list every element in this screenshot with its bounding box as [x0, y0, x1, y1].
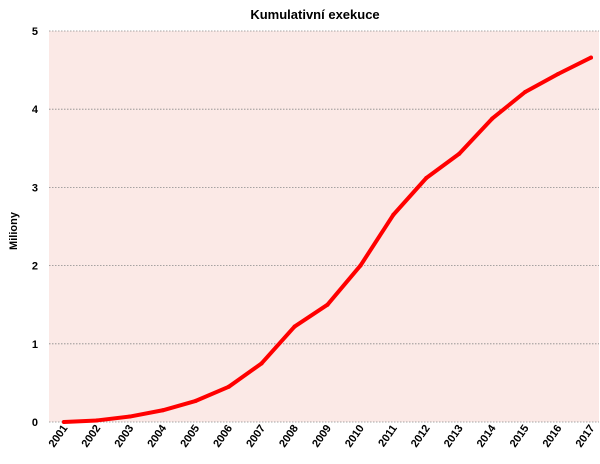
- data-point-2017: [589, 55, 593, 60]
- data-point-2016: [556, 72, 561, 77]
- x-tick-label: 2013: [442, 423, 466, 450]
- data-point-2014: [490, 116, 495, 121]
- data-point-2001: [62, 420, 66, 424]
- data-point-2007: [259, 361, 264, 366]
- x-tick-label: 2005: [178, 423, 202, 450]
- x-tick-label: 2012: [409, 423, 433, 450]
- y-tick-label: 1: [32, 339, 38, 351]
- data-point-2013: [457, 151, 462, 156]
- chart-title: Kumulativní exekuce: [250, 7, 379, 22]
- plot-area: [49, 31, 599, 422]
- data-point-2009: [325, 302, 330, 307]
- x-tick-label: 2015: [508, 423, 532, 450]
- x-tick-label: 2003: [112, 423, 136, 450]
- y-tick-label: 0: [32, 417, 38, 429]
- data-point-2011: [391, 212, 396, 217]
- data-point-2003: [127, 414, 132, 419]
- y-tick-label: 3: [32, 182, 38, 194]
- x-tick-label: 2008: [277, 423, 301, 450]
- x-tick-label: 2004: [145, 422, 169, 450]
- data-point-2012: [424, 176, 429, 181]
- x-tick-label: 2007: [244, 423, 268, 450]
- data-points: [62, 55, 593, 424]
- data-point-2008: [292, 324, 297, 329]
- x-tick-label: 2011: [376, 423, 400, 449]
- data-point-2002: [94, 418, 99, 423]
- data-point-2015: [523, 89, 528, 94]
- x-tick-label: 2017: [574, 423, 598, 450]
- y-axis-label: Miliony: [8, 211, 20, 250]
- x-tick-label: 2002: [80, 423, 104, 450]
- x-tick-label: 2006: [211, 423, 235, 450]
- data-point-2005: [193, 398, 198, 403]
- x-tick-label: 2016: [541, 423, 565, 450]
- y-tick-label: 5: [32, 26, 38, 38]
- x-tick-label: 2001: [47, 423, 71, 450]
- x-tick-labels: 2001 2002 2003 2004 2005 2006 2007 2008 2009 2010…: [47, 422, 598, 450]
- x-tick-label: 2010: [343, 423, 367, 450]
- y-tick-label: 4: [32, 104, 39, 116]
- data-point-2004: [160, 408, 165, 413]
- x-tick-label: 2014: [475, 422, 499, 450]
- data-point-2006: [226, 384, 231, 389]
- x-tick-label: 2009: [310, 423, 334, 450]
- data-point-2010: [358, 263, 363, 268]
- y-tick-labels: 0 1 2 3 4 5: [32, 26, 39, 429]
- y-tick-label: 2: [32, 261, 38, 273]
